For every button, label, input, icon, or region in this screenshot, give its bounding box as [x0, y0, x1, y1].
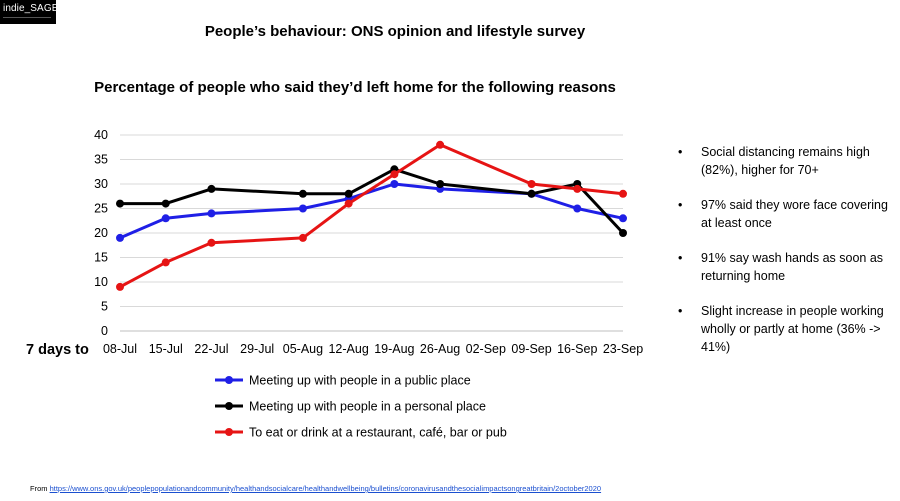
data-point: [298, 233, 307, 242]
logo-text: indie_SAGE: [3, 3, 59, 14]
y-tick-label: 40: [94, 128, 108, 142]
data-point: [116, 233, 124, 242]
y-tick-label: 20: [94, 226, 108, 240]
data-point: [390, 170, 399, 179]
data-point: [344, 199, 353, 208]
y-tick-label: 10: [94, 275, 108, 289]
x-tick-label: 05-Aug: [283, 342, 323, 356]
y-tick-label: 5: [101, 300, 108, 314]
bullet-icon: •: [678, 145, 683, 159]
y-tick-label: 35: [94, 153, 108, 167]
x-tick-label: 26-Aug: [420, 342, 460, 356]
finding-item: • Slight increase in people working whol…: [678, 302, 898, 356]
data-point: [527, 180, 536, 188]
data-point: [619, 189, 627, 198]
x-tick-label: 08-Jul: [103, 342, 137, 356]
data-point: [161, 199, 170, 208]
key-findings-list: • Social distancing remains high (82%), …: [678, 143, 898, 373]
data-point: [344, 189, 353, 198]
data-point: [116, 199, 124, 208]
finding-item: • Social distancing remains high (82%), …: [678, 143, 898, 179]
x-tick-label: 23-Sep: [603, 342, 643, 356]
logo-underline: [3, 17, 51, 18]
data-point: [527, 189, 536, 198]
data-point: [573, 184, 582, 193]
series-line: [120, 167, 625, 235]
y-tick-label: 0: [101, 324, 108, 338]
data-point: [161, 258, 170, 267]
x-tick-label: 19-Aug: [374, 342, 414, 356]
data-point: [619, 214, 627, 223]
bullet-icon: •: [678, 304, 683, 318]
chart-title: Percentage of people who said they’d lef…: [94, 79, 616, 96]
data-point: [390, 180, 399, 188]
x-tick-label: 22-Jul: [194, 342, 228, 356]
data-point: [436, 140, 445, 149]
legend-label: Meeting up with people in a public place: [249, 374, 471, 388]
x-tick-label: 12-Aug: [328, 342, 368, 356]
series-line: [119, 143, 624, 289]
x-tick-label: 29-Jul: [240, 342, 274, 356]
data-point: [161, 214, 170, 223]
y-tick-label: 25: [94, 202, 108, 216]
y-tick-label: 15: [94, 251, 108, 265]
finding-item: • 97% said they wore face covering at le…: [678, 196, 898, 232]
data-point: [436, 180, 445, 188]
finding-item: • 91% say wash hands as soon as returnin…: [678, 249, 898, 285]
x-tick-label: 02-Sep: [466, 342, 506, 356]
data-point: [298, 189, 307, 198]
x-tick-label: 09-Sep: [511, 342, 551, 356]
finding-text: 97% said they wore face covering at leas…: [701, 198, 888, 230]
legend-label: To eat or drink at a restaurant, café, b…: [249, 426, 507, 440]
finding-text: Slight increase in people working wholly…: [701, 304, 884, 354]
data-point: [116, 282, 124, 291]
page-title: People’s behaviour: ONS opinion and life…: [204, 23, 586, 40]
data-point: [207, 238, 216, 247]
source-link[interactable]: https://www.ons.gov.uk/peoplepopulationa…: [49, 484, 602, 493]
data-point: [619, 229, 627, 237]
indie-sage-logo: indie_SAGE: [0, 0, 59, 24]
data-point: [573, 204, 582, 213]
legend-swatch-marker: [225, 376, 233, 384]
legend-label: Meeting up with people in a personal pla…: [249, 400, 486, 414]
bullet-icon: •: [678, 251, 683, 265]
source-prefix: From: [30, 484, 48, 493]
x-tick-label: 15-Jul: [149, 342, 183, 356]
series-line: [119, 182, 624, 240]
finding-text: Social distancing remains high (82%), hi…: [701, 145, 870, 177]
x-axis-label: 7 days to: [26, 342, 89, 358]
data-point: [207, 209, 216, 218]
data-point: [207, 184, 216, 193]
legend-swatch-marker: [225, 428, 233, 436]
x-tick-label: 16-Sep: [557, 342, 597, 356]
finding-text: 91% say wash hands as soon as returning …: [701, 251, 884, 283]
y-tick-label: 30: [94, 177, 108, 191]
source-citation: From https://www.ons.gov.uk/peoplepopula…: [30, 484, 601, 493]
data-point: [298, 204, 307, 213]
bullet-icon: •: [678, 198, 683, 212]
legend-swatch-marker: [225, 402, 233, 410]
